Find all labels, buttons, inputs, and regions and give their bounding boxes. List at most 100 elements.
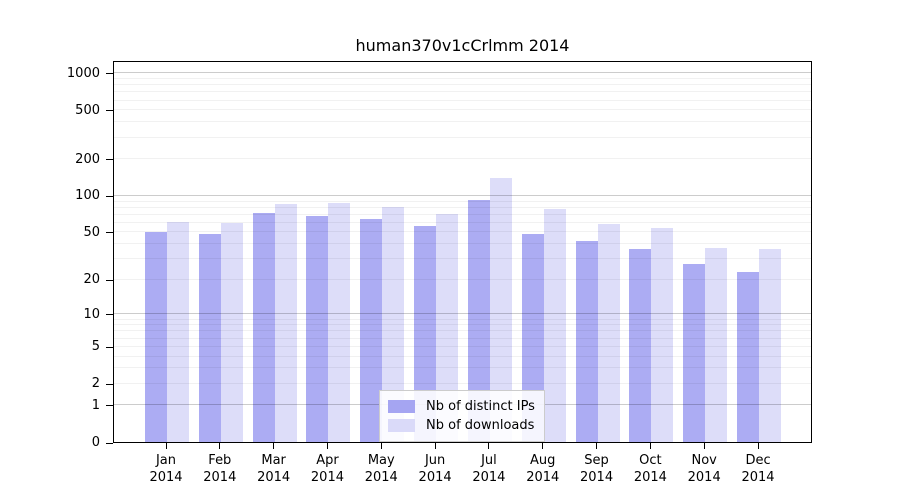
- gridline-minor: [114, 84, 811, 86]
- gridline-minor: [114, 91, 811, 93]
- y-tick: [106, 442, 113, 444]
- gridline-minor: [114, 109, 811, 111]
- bar-downloads-nov: [705, 247, 728, 442]
- x-tick-label: Dec 2014: [726, 452, 790, 486]
- x-tick-month: Jan: [155, 453, 177, 468]
- y-tick: [106, 73, 113, 75]
- bar-distinct-ips-oct: [629, 249, 652, 442]
- x-tick-label: Aug 2014: [511, 452, 575, 486]
- x-tick-year: 2014: [203, 470, 237, 485]
- gridline-minor: [114, 221, 811, 223]
- bar-downloads-sep: [597, 224, 620, 442]
- gridline-minor: [114, 206, 811, 208]
- x-tick: [165, 443, 167, 449]
- bar-downloads-jun: [436, 213, 459, 442]
- x-tick-label: Jul 2014: [457, 452, 521, 486]
- bar-downloads-dec: [759, 249, 782, 442]
- y-tick-label: 200: [75, 151, 100, 167]
- bar-downloads-apr: [328, 202, 351, 442]
- gridline-minor: [114, 243, 811, 245]
- gridline-minor: [114, 367, 811, 369]
- bar-downloads-may: [382, 207, 405, 442]
- x-tick-year: 2014: [526, 470, 560, 485]
- legend-item-downloads: Nb of downloads: [388, 416, 536, 435]
- y-tick: [106, 405, 113, 407]
- chart-title: human370v1cCrlmm 2014: [355, 36, 570, 55]
- gridline-minor: [114, 382, 811, 384]
- y-tick-label: 500: [75, 102, 100, 118]
- legend-swatch-distinct-ips: [388, 400, 415, 413]
- bar-distinct-ips-apr: [306, 215, 329, 442]
- x-tick-month: May: [367, 453, 395, 468]
- x-tick-label: Apr 2014: [295, 452, 359, 486]
- x-tick: [434, 443, 436, 449]
- y-tick-label: 1: [91, 397, 100, 413]
- x-tick-month: Jun: [424, 453, 446, 468]
- x-tick-month: Oct: [639, 453, 662, 468]
- y-tick-label: 10: [83, 306, 100, 322]
- y-tick-label: 2: [91, 376, 100, 392]
- x-tick-label: Oct 2014: [618, 452, 682, 486]
- bar-downloads-jul: [489, 177, 512, 442]
- legend-label-distinct-ips: Nb of distinct IPs: [426, 399, 535, 414]
- x-tick-year: 2014: [741, 470, 775, 485]
- x-tick-label: Jun 2014: [403, 452, 467, 486]
- y-tick: [106, 195, 113, 197]
- x-tick: [757, 443, 759, 449]
- y-tick: [106, 279, 113, 281]
- gridline-minor: [114, 200, 811, 202]
- x-tick-month: Mar: [261, 453, 286, 468]
- x-tick: [596, 443, 598, 449]
- x-tick-label: Sep 2014: [565, 452, 629, 486]
- legend-swatch-downloads: [388, 419, 415, 432]
- x-tick-month: Apr: [316, 453, 339, 468]
- plot-area: [113, 61, 812, 443]
- bar-distinct-ips-jun: [414, 226, 437, 442]
- x-tick-month: Feb: [208, 453, 232, 468]
- y-tick: [106, 314, 113, 316]
- y-tick: [106, 232, 113, 234]
- x-tick: [542, 443, 544, 449]
- y-tick-label: 0: [91, 435, 100, 450]
- y-tick-label: 50: [83, 224, 100, 240]
- gridline-minor: [114, 258, 811, 260]
- gridline-minor: [114, 324, 811, 326]
- x-tick-month: Nov: [691, 453, 717, 468]
- bar-downloads-oct: [651, 227, 674, 442]
- gridline-minor: [114, 318, 811, 320]
- x-tick-year: 2014: [687, 470, 721, 485]
- y-tick: [106, 159, 113, 161]
- x-tick-label: Jan 2014: [134, 452, 198, 486]
- x-tick-year: 2014: [418, 470, 452, 485]
- x-tick-year: 2014: [580, 470, 614, 485]
- gridline-minor: [114, 345, 811, 347]
- y-tick-label: 1000: [66, 65, 100, 81]
- gridline-minor: [114, 136, 811, 138]
- legend: Nb of distinct IPs Nb of downloads: [379, 390, 545, 442]
- x-tick: [488, 443, 490, 449]
- gridline-minor: [114, 213, 811, 215]
- y-tick: [106, 110, 113, 112]
- gridline-minor: [114, 330, 811, 332]
- gridline-minor: [114, 231, 811, 233]
- bar-distinct-ips-jan: [145, 232, 167, 442]
- x-tick-label: May 2014: [349, 452, 413, 486]
- bar-downloads-jan: [167, 222, 189, 442]
- x-tick-month: Sep: [584, 453, 609, 468]
- x-tick: [380, 443, 382, 449]
- gridline-major: [114, 72, 811, 74]
- x-tick-year: 2014: [310, 470, 344, 485]
- bar-downloads-aug: [543, 209, 566, 442]
- bar-distinct-ips-nov: [683, 264, 706, 442]
- bar-distinct-ips-jul: [467, 199, 490, 442]
- x-tick: [326, 443, 328, 449]
- gridline-minor: [114, 99, 811, 101]
- x-tick-label: Feb 2014: [188, 452, 252, 486]
- bar-distinct-ips-mar: [252, 212, 275, 442]
- x-tick-month: Dec: [745, 453, 771, 468]
- x-tick-year: 2014: [257, 470, 291, 485]
- gridline-minor: [114, 121, 811, 123]
- x-tick-label: Mar 2014: [242, 452, 306, 486]
- y-tick-label: 100: [75, 188, 100, 204]
